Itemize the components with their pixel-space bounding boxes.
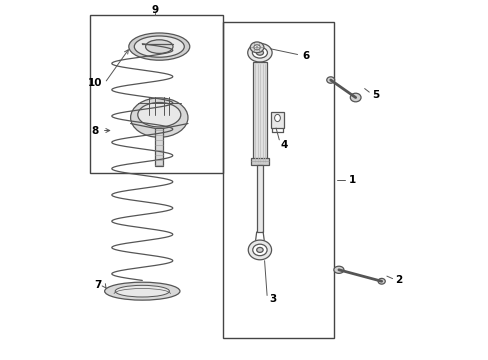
Ellipse shape [333, 266, 343, 273]
Text: 3: 3 [268, 294, 276, 304]
Ellipse shape [349, 93, 360, 102]
Ellipse shape [256, 247, 263, 252]
Ellipse shape [130, 98, 187, 137]
Ellipse shape [115, 285, 169, 297]
Ellipse shape [253, 45, 260, 50]
Bar [155, 129, 163, 166]
Ellipse shape [138, 103, 181, 127]
Ellipse shape [247, 43, 271, 62]
Bar [250, 158, 269, 165]
Ellipse shape [326, 77, 334, 83]
Ellipse shape [274, 114, 280, 122]
Bar [90, 15, 223, 173]
Ellipse shape [377, 278, 385, 284]
Ellipse shape [252, 244, 266, 256]
Ellipse shape [104, 282, 180, 300]
Text: 9: 9 [151, 5, 158, 15]
Bar [270, 112, 284, 128]
Text: 5: 5 [371, 90, 378, 100]
Text: 6: 6 [301, 51, 308, 61]
Bar [223, 22, 333, 338]
Ellipse shape [134, 36, 184, 57]
Text: 2: 2 [394, 275, 402, 285]
Bar [252, 62, 266, 164]
Text: 8: 8 [91, 126, 99, 135]
Ellipse shape [250, 42, 264, 53]
Text: 7: 7 [94, 280, 101, 290]
Text: 1: 1 [348, 175, 355, 185]
Text: 10: 10 [87, 78, 102, 88]
Ellipse shape [252, 47, 267, 58]
Ellipse shape [145, 40, 173, 53]
Ellipse shape [128, 33, 189, 60]
Text: 4: 4 [280, 140, 287, 150]
Bar [256, 165, 263, 232]
Ellipse shape [248, 240, 271, 260]
Ellipse shape [256, 50, 263, 55]
